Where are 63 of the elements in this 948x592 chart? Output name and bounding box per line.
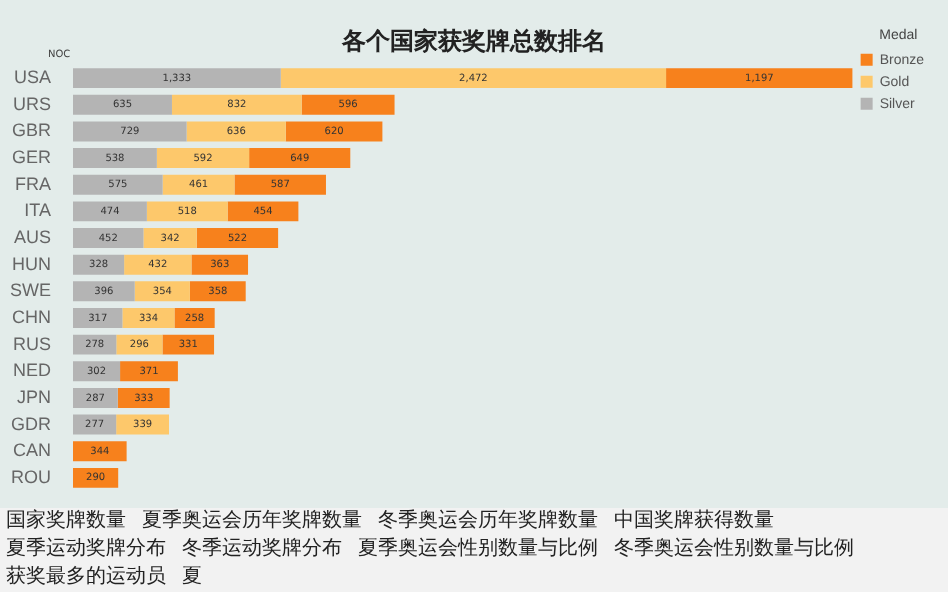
bar <box>146 201 228 222</box>
text: 冬季奥运会历年奖牌数量 <box>378 508 598 536</box>
text: 夏 <box>182 564 202 592</box>
y-tick-label: ITA <box>24 200 51 221</box>
text: 获奖最多的运动员 <box>6 564 166 592</box>
y-tick-label: AUS <box>13 226 51 247</box>
bar <box>73 441 127 462</box>
bar <box>73 307 123 328</box>
y-tick-label: CAN <box>12 440 51 461</box>
y-tick-label: USA <box>13 67 51 88</box>
bar <box>234 174 326 195</box>
bar <box>124 254 192 275</box>
y-tick-label: GDR <box>11 413 52 434</box>
bar <box>73 148 157 169</box>
bar <box>280 68 667 89</box>
bar <box>73 174 163 195</box>
bar <box>122 307 175 328</box>
bar <box>73 201 147 222</box>
text: 冬季运动奖牌分布 <box>182 536 342 564</box>
bar <box>134 281 190 302</box>
y-tick-label: URS <box>12 93 51 114</box>
bar <box>116 414 170 435</box>
bar <box>73 121 187 142</box>
text: 夏季奥运会性别数量与比例 <box>358 536 598 564</box>
y-tick-label: GBR <box>11 120 52 141</box>
bar <box>196 228 279 249</box>
bar <box>73 254 125 275</box>
bar <box>171 94 302 115</box>
y-tick-label: CHN <box>12 306 51 327</box>
bar <box>301 94 395 115</box>
bar <box>73 387 118 408</box>
text: 冬季奥运会性别数量与比例 <box>614 536 854 564</box>
bar <box>156 148 250 169</box>
bar <box>73 281 135 302</box>
bar <box>117 387 170 408</box>
bar <box>143 228 197 249</box>
bar <box>249 148 351 169</box>
bar <box>227 201 299 222</box>
bar <box>73 414 117 435</box>
y-tick-label: RUS <box>12 333 51 354</box>
chart-title: 各个国家获奖牌总数排名 <box>340 27 606 56</box>
bar <box>162 334 215 355</box>
y-tick-label: SWE <box>9 280 51 301</box>
bar <box>162 174 235 195</box>
text: 中国奖牌获得数量 <box>614 508 774 536</box>
bar <box>73 228 144 249</box>
bar <box>666 68 853 89</box>
text: 夏季运动奖牌分布 <box>6 536 166 564</box>
bar <box>73 94 172 115</box>
text: 夏季奥运会历年奖牌数量 <box>142 508 362 536</box>
y-tick-label: NED <box>12 360 52 381</box>
y-tick-label: HUN <box>12 253 51 274</box>
y-tick-label: ROU <box>11 466 51 487</box>
bar <box>191 254 249 275</box>
text: 国家奖牌数量 <box>6 508 126 536</box>
bar <box>189 281 246 302</box>
bar <box>285 121 383 142</box>
y-tick-label: GER <box>11 147 52 168</box>
bar <box>120 361 178 382</box>
bar <box>186 121 286 142</box>
y-tick-label: JPN <box>16 386 51 407</box>
bar <box>73 68 281 89</box>
y-tick-label: FRA <box>15 173 51 194</box>
